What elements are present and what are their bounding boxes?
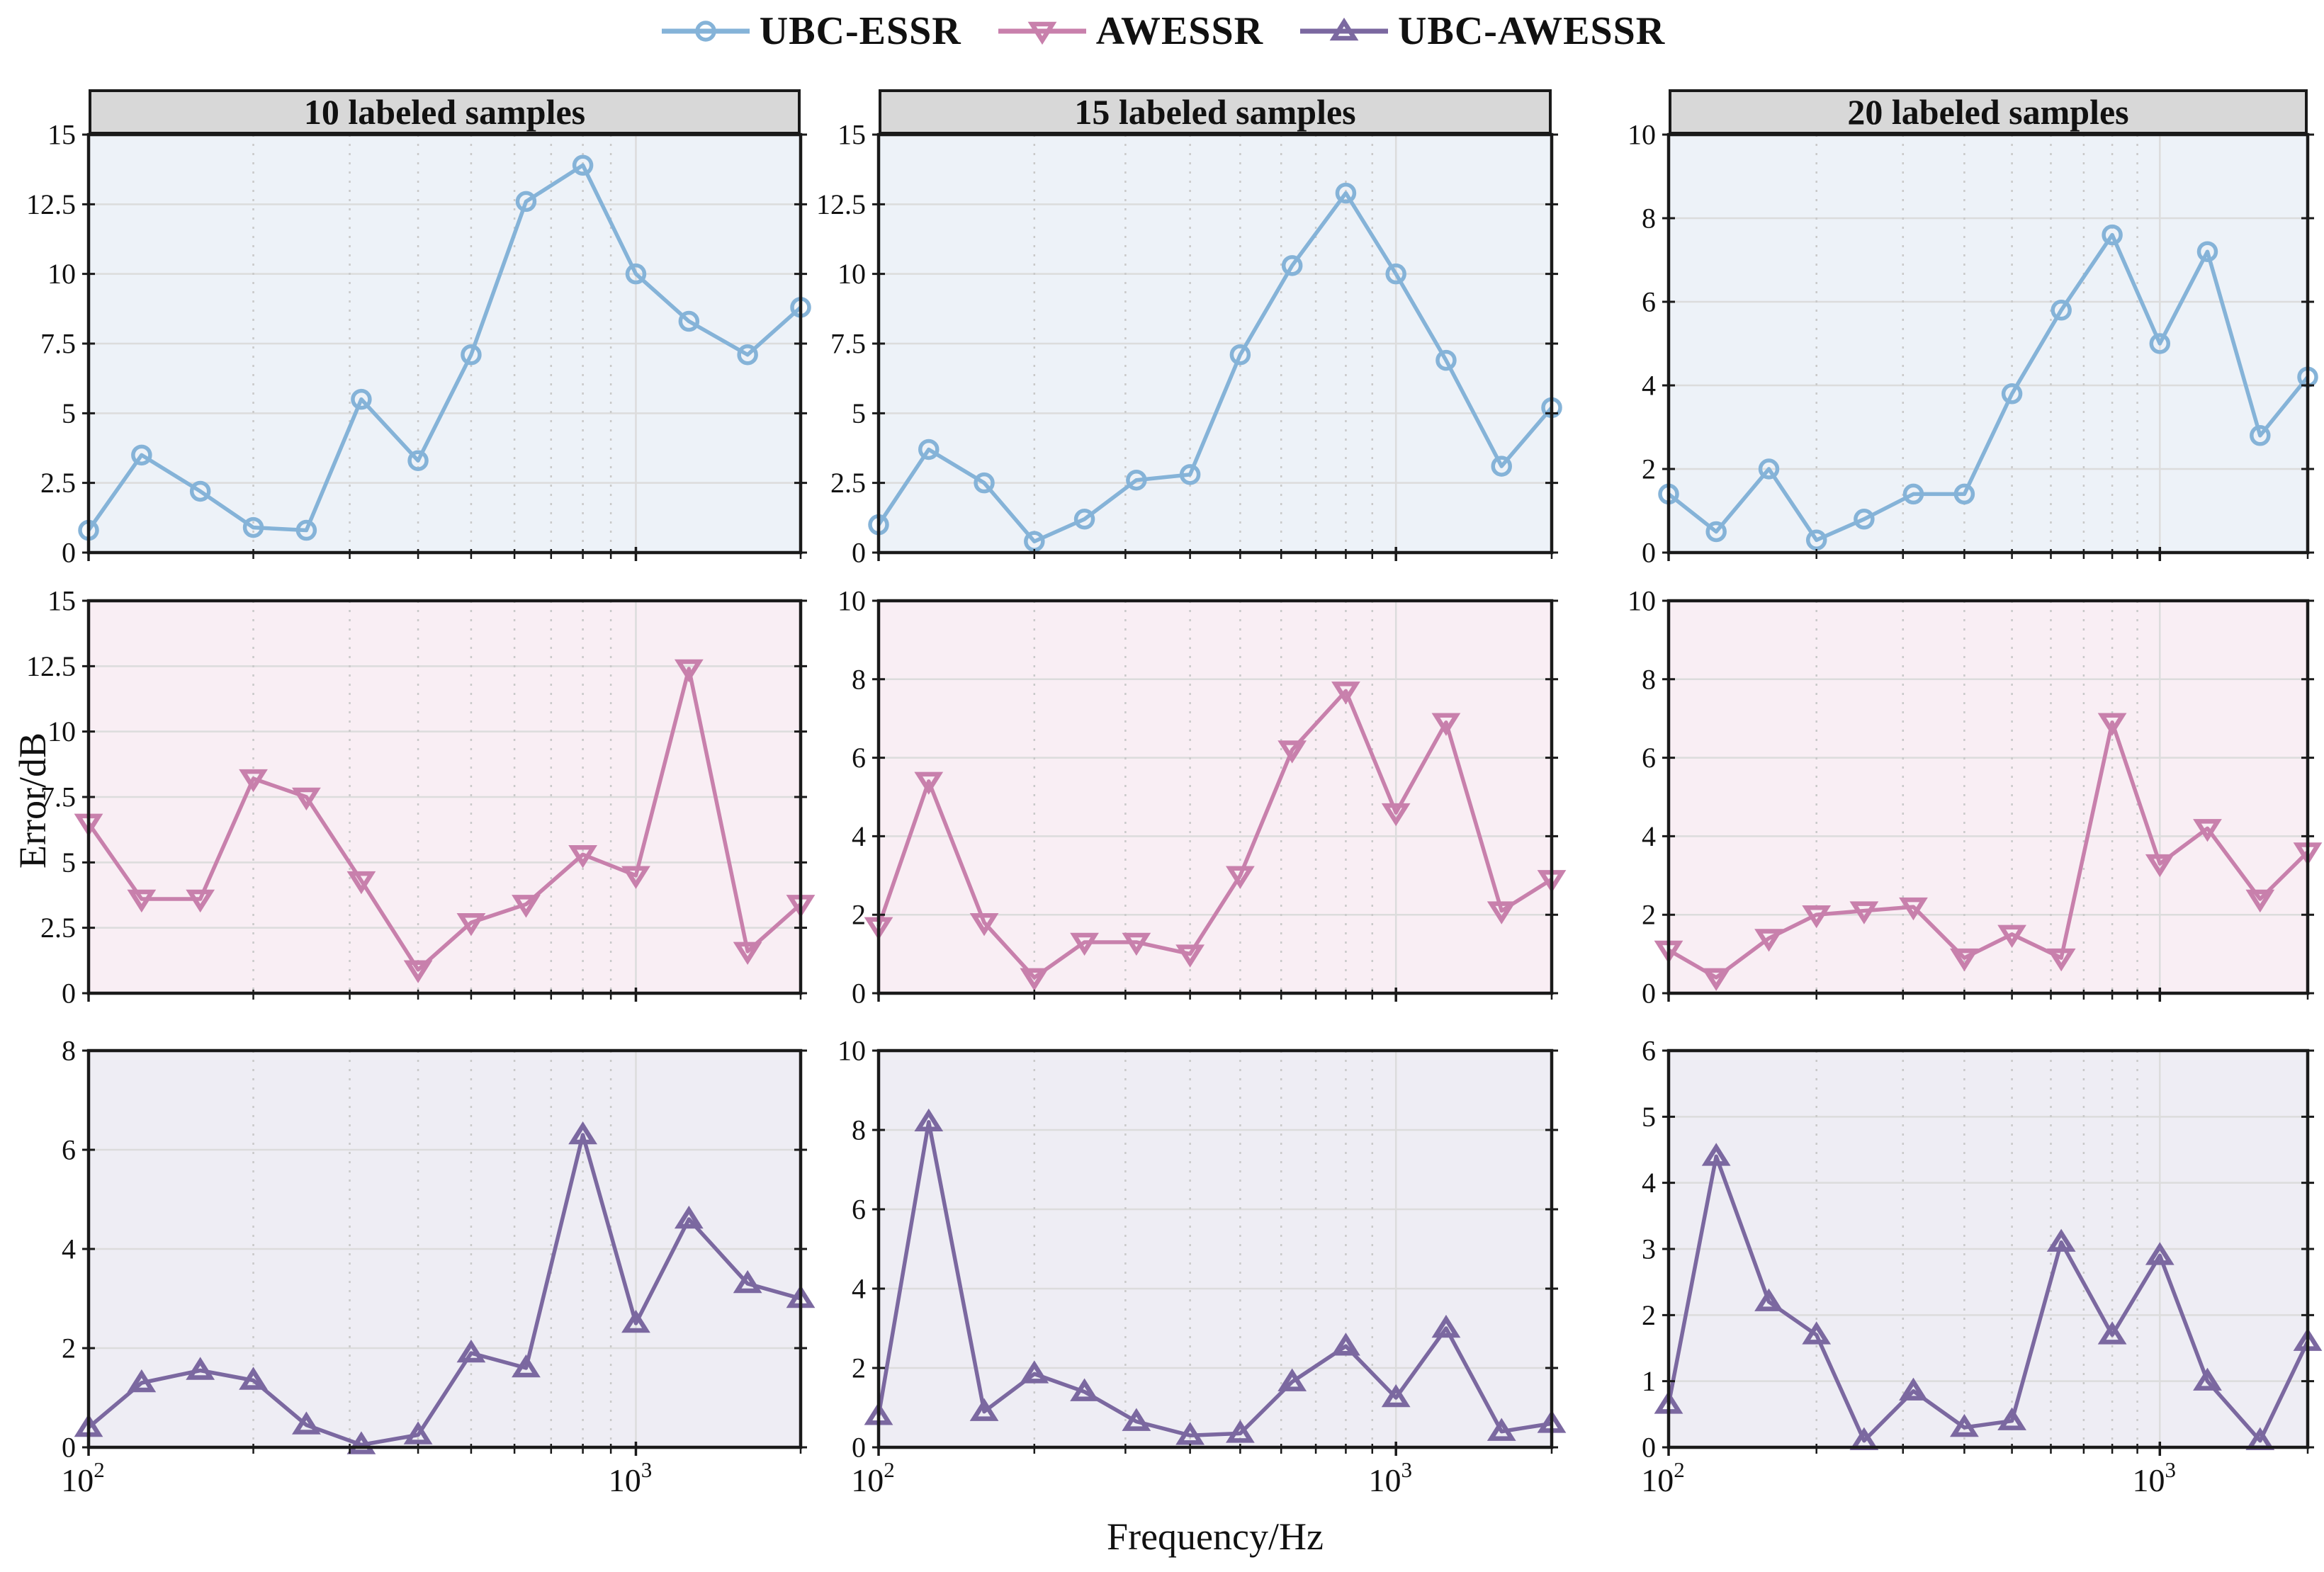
svg-text:7.5: 7.5 <box>40 781 76 813</box>
svg-text:5: 5 <box>62 847 76 878</box>
svg-text:10: 10 <box>837 258 866 290</box>
svg-text:15: 15 <box>837 119 866 151</box>
svg-text:6: 6 <box>62 1134 76 1166</box>
svg-text:5: 5 <box>62 397 76 429</box>
svg-text:6: 6 <box>852 742 866 774</box>
svg-text:2: 2 <box>62 1333 76 1364</box>
svg-text:10: 10 <box>837 585 866 617</box>
svg-text:2: 2 <box>852 899 866 931</box>
svg-text:2: 2 <box>852 1352 866 1384</box>
svg-text:12.5: 12.5 <box>26 188 76 220</box>
chart-panel-ubc-awessr-15: 0 2 4 6 8 10 102 103 <box>837 1035 1567 1498</box>
legend-item-ubc-essr: UBC-ESSR <box>659 9 961 54</box>
svg-text:2: 2 <box>1642 1299 1656 1331</box>
svg-text:0: 0 <box>852 978 866 1010</box>
svg-text:7.5: 7.5 <box>830 328 866 360</box>
svg-text:0: 0 <box>62 1432 76 1464</box>
svg-text:10: 10 <box>1628 585 1656 617</box>
svg-text:6: 6 <box>1642 1035 1656 1067</box>
legend-label: UBC-AWESSR <box>1398 9 1666 53</box>
svg-text:0: 0 <box>62 978 76 1010</box>
svg-text:4: 4 <box>852 1273 866 1305</box>
legend-label: UBC-ESSR <box>759 9 961 53</box>
svg-text:2.5: 2.5 <box>40 467 76 499</box>
svg-text:4: 4 <box>852 820 866 852</box>
legend-item-awessr: AWESSR <box>995 9 1263 54</box>
svg-text:102: 102 <box>851 1457 895 1498</box>
svg-text:12.5: 12.5 <box>816 188 866 220</box>
svg-text:5: 5 <box>1642 1101 1656 1133</box>
chart-panel-ubc-awessr-10: 0 2 4 6 8 102 103 <box>61 1035 816 1498</box>
circle-marker-icon <box>661 21 750 42</box>
svg-text:0: 0 <box>1642 537 1656 569</box>
svg-text:8: 8 <box>1642 663 1656 695</box>
svg-text:6: 6 <box>852 1194 866 1226</box>
column-header-15-samples: 15 labeled samples <box>879 89 1552 135</box>
svg-text:0: 0 <box>62 537 76 569</box>
column-header-10-samples: 10 labeled samples <box>89 89 801 135</box>
svg-text:10: 10 <box>837 1035 866 1067</box>
svg-text:0: 0 <box>852 537 866 569</box>
chart-panel-ubc-essr-10: 0 2.5 5 7.5 10 12.5 15 <box>26 119 811 569</box>
svg-text:4: 4 <box>62 1233 76 1265</box>
svg-text:7.5: 7.5 <box>40 328 76 360</box>
chart-panel-awessr-10: 0 2.5 5 7.5 10 12.5 15 <box>26 585 816 1010</box>
svg-text:103: 103 <box>1368 1457 1412 1498</box>
svg-text:103: 103 <box>609 1457 653 1498</box>
svg-text:15: 15 <box>47 119 76 151</box>
svg-text:4: 4 <box>1642 820 1656 852</box>
svg-text:103: 103 <box>2133 1457 2177 1498</box>
legend: UBC-ESSR AWESSR UBC-AWESSR <box>0 9 2324 54</box>
svg-text:8: 8 <box>1642 203 1656 234</box>
svg-text:8: 8 <box>852 1114 866 1146</box>
x-axis-label: Frequency/Hz <box>1107 1515 1324 1558</box>
svg-text:10: 10 <box>47 258 76 290</box>
svg-text:0: 0 <box>1642 1432 1656 1464</box>
chart-panel-ubc-essr-20: 0 2 4 6 8 10 <box>1628 119 2318 569</box>
triangle-up-marker-icon <box>1300 17 1389 41</box>
chart-panel-awessr-20: 0 2 4 6 8 10 <box>1628 585 2323 1010</box>
chart-panel-ubc-awessr-20: 0 1 2 3 4 5 6 102 103 <box>1641 1035 2323 1498</box>
legend-item-ubc-awessr: UBC-AWESSR <box>1297 9 1665 54</box>
svg-text:8: 8 <box>852 663 866 695</box>
svg-text:1: 1 <box>1642 1365 1656 1397</box>
svg-text:2: 2 <box>1642 899 1656 931</box>
svg-text:15: 15 <box>47 585 76 617</box>
svg-text:102: 102 <box>1641 1457 1685 1498</box>
svg-text:0: 0 <box>852 1432 866 1464</box>
svg-text:3: 3 <box>1642 1233 1656 1265</box>
svg-text:8: 8 <box>62 1035 76 1067</box>
chart-panel-awessr-15: 0 2 4 6 8 10 <box>837 585 1567 1010</box>
svg-text:5: 5 <box>852 397 866 429</box>
svg-text:4: 4 <box>1642 1167 1656 1199</box>
svg-text:12.5: 12.5 <box>26 650 76 682</box>
svg-text:4: 4 <box>1642 370 1656 402</box>
svg-text:0: 0 <box>1642 978 1656 1010</box>
triangle-down-marker-icon <box>998 21 1086 45</box>
svg-text:6: 6 <box>1642 742 1656 774</box>
svg-text:10: 10 <box>1628 119 1656 151</box>
svg-text:2.5: 2.5 <box>40 912 76 944</box>
svg-text:2: 2 <box>1642 453 1656 485</box>
svg-text:2.5: 2.5 <box>830 467 866 499</box>
svg-text:10: 10 <box>47 716 76 747</box>
svg-text:102: 102 <box>61 1457 105 1498</box>
legend-label: AWESSR <box>1095 9 1264 53</box>
chart-panel-ubc-essr-15: 0 2.5 5 7.5 10 12.5 15 <box>816 119 1562 569</box>
svg-text:6: 6 <box>1642 286 1656 318</box>
